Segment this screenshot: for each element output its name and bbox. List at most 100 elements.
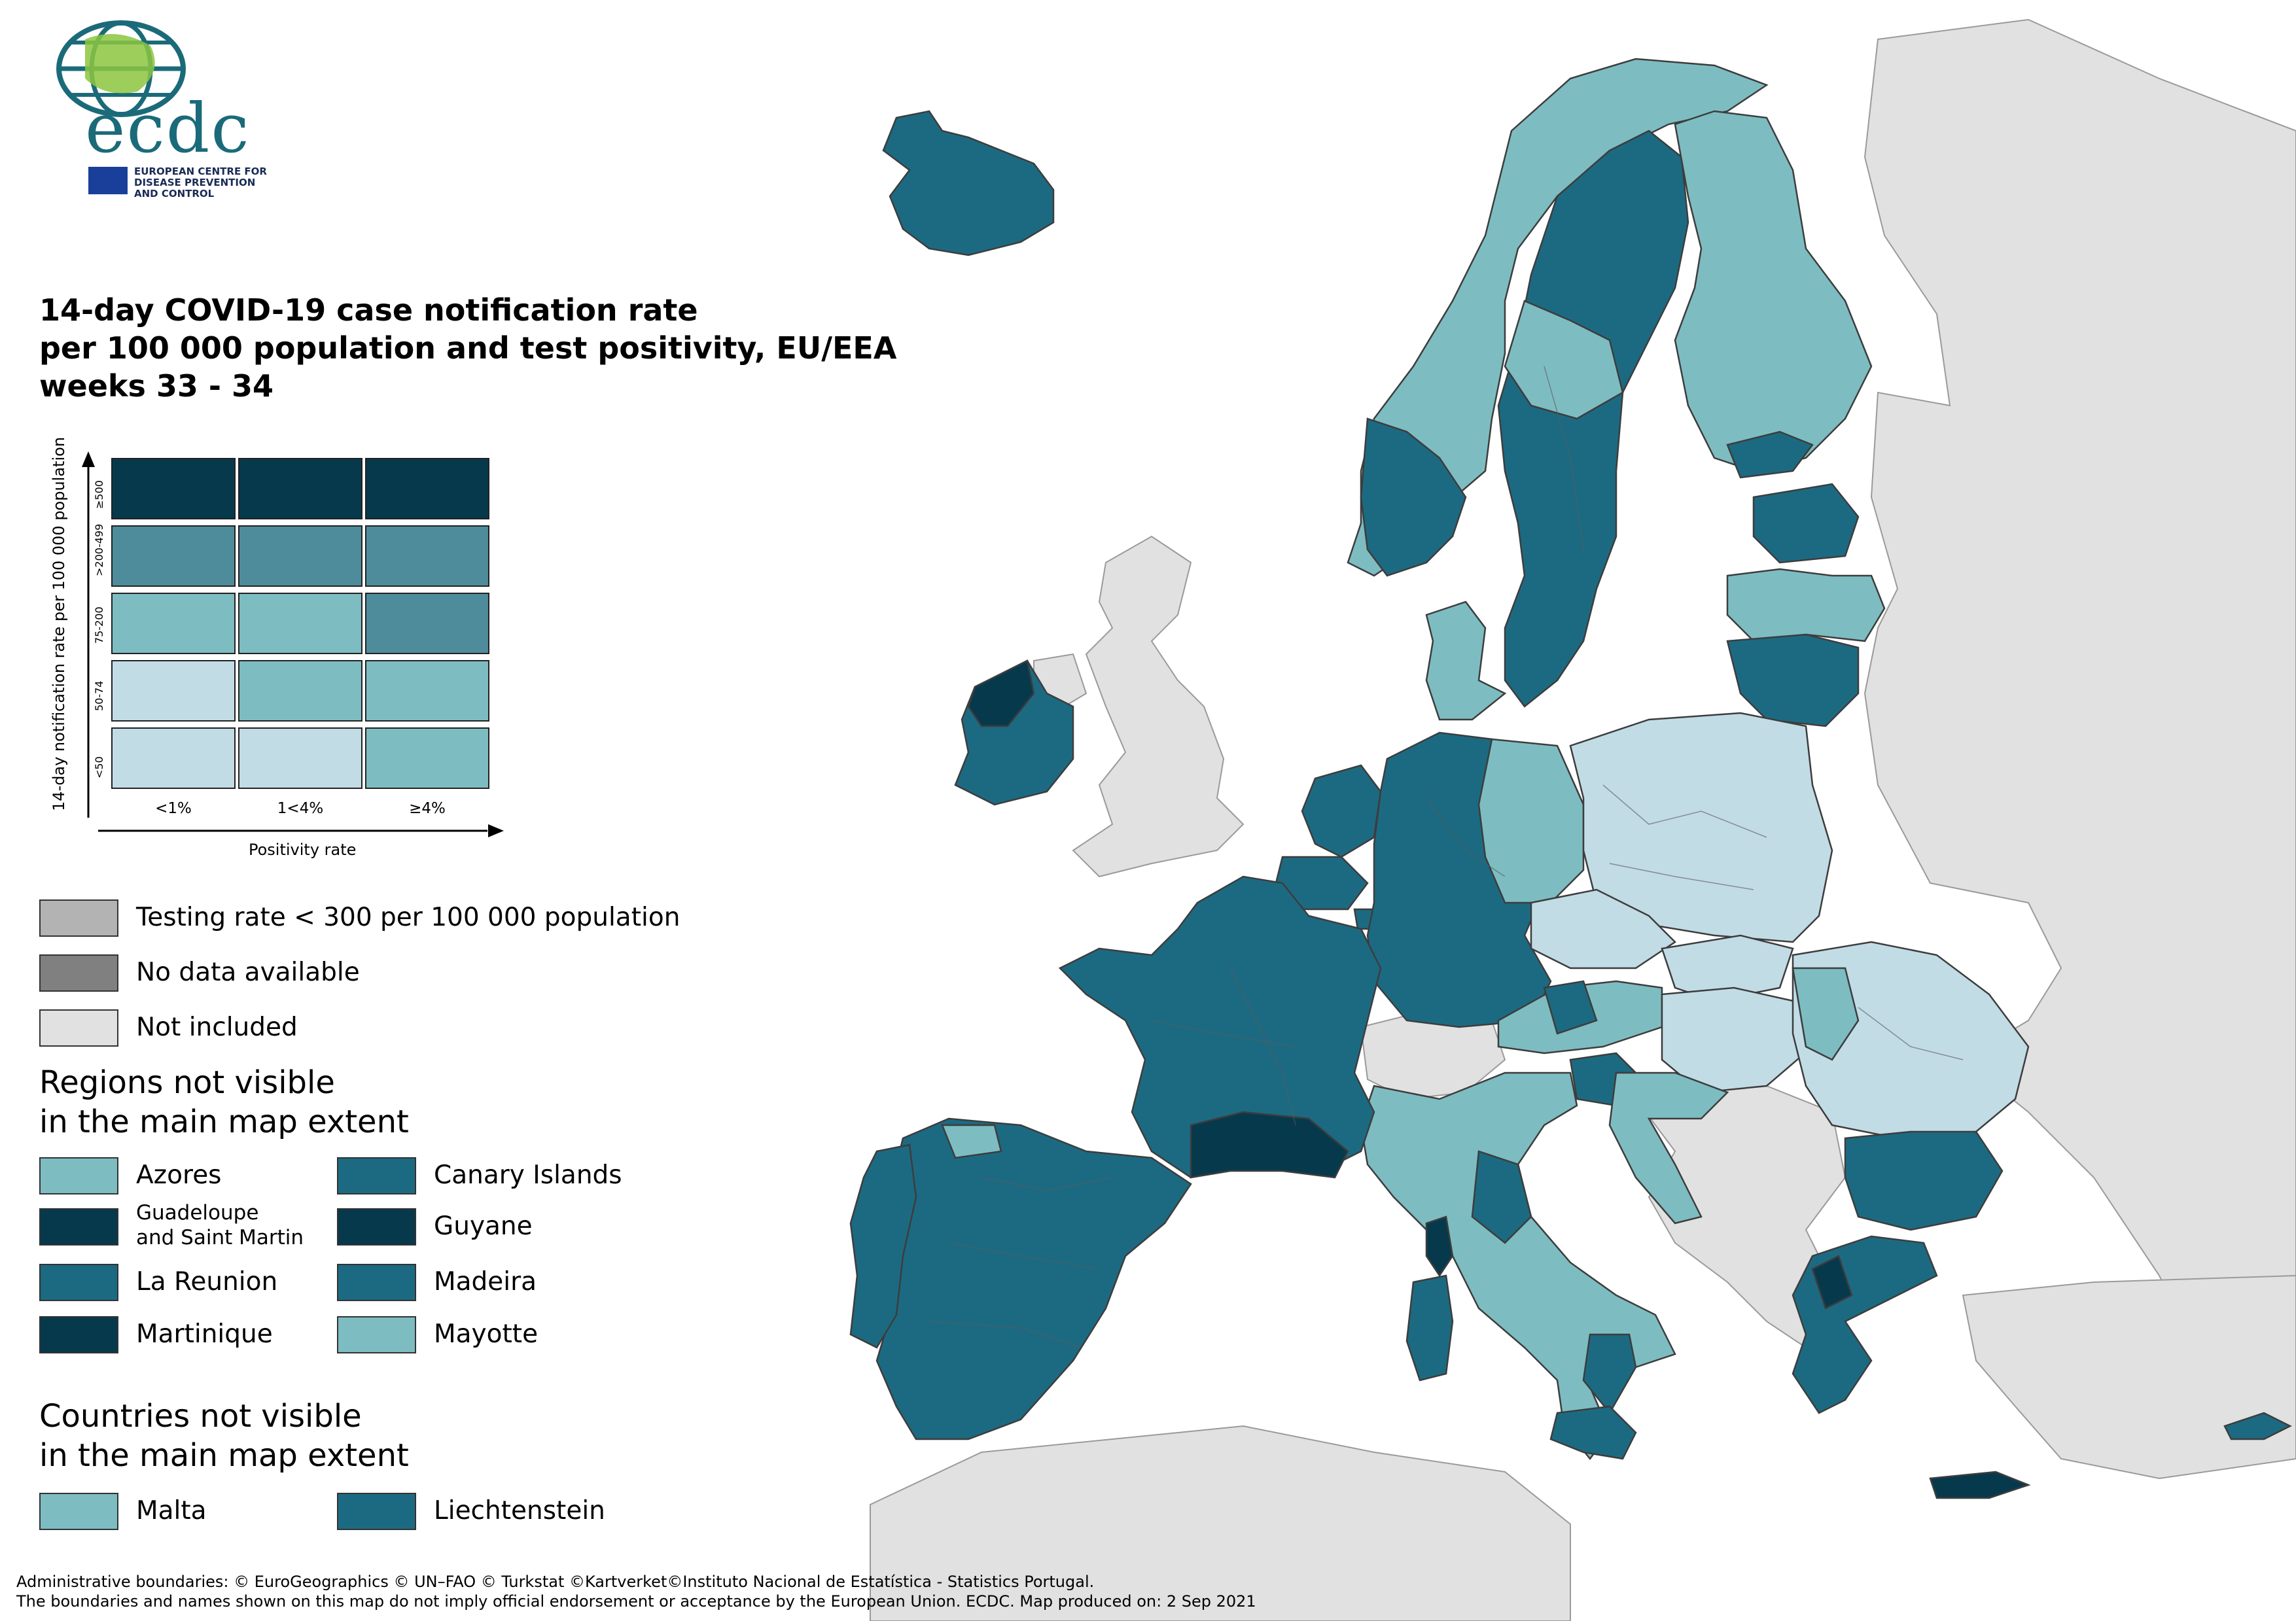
france-south: [1190, 1111, 1349, 1179]
matrix-row-label: >200-499: [93, 523, 105, 576]
sicily: [1549, 1405, 1637, 1460]
greece-north: [1811, 1255, 1853, 1310]
regions-heading: Regions not visible in the main map exte…: [39, 1064, 409, 1140]
eu-flag-icon: [88, 167, 128, 194]
admin-boundaries: [928, 366, 1964, 1348]
country-legend-item-label: Liechtenstein: [434, 1496, 605, 1525]
region-legend-item-swatch: [337, 1208, 416, 1246]
ecdc-wordmark: ecdc: [85, 88, 251, 168]
italy-central: [1471, 1150, 1532, 1244]
ireland-west: [967, 659, 1035, 727]
matrix-cell: [238, 525, 362, 587]
spain-north: [941, 1124, 1002, 1159]
matrix-cell: [111, 593, 236, 654]
country-legend-item-label: Malta: [136, 1496, 207, 1525]
not-included-land: [870, 18, 2296, 1621]
countries-heading: Countries not visible in the main map ex…: [39, 1398, 409, 1474]
russia-belarus-ukraine-region: [1863, 18, 2296, 1440]
matrix-cell: [111, 458, 236, 519]
matrix-row-label: ≥500: [93, 480, 105, 509]
matrix-row-label: <50: [93, 756, 105, 778]
matrix-col-label: 1<4%: [277, 800, 324, 817]
matrix-cell: [365, 458, 489, 519]
region-legend-item-swatch: [337, 1316, 416, 1353]
norway-south: [1360, 417, 1467, 577]
croatia: [1608, 1072, 1729, 1225]
norway: [1347, 58, 1769, 577]
matrix-cell: [111, 525, 236, 587]
bulgaria: [1844, 1130, 2004, 1231]
greece: [1792, 1235, 1938, 1414]
crete: [1929, 1471, 2031, 1499]
lithuania: [1726, 633, 1860, 727]
hungary: [1661, 986, 1814, 1094]
matrix-cell: [365, 525, 489, 587]
legend-label-line: Guadeloupe: [136, 1201, 259, 1225]
turkey: [1962, 1274, 2296, 1480]
eu-eea-countries: [849, 58, 2292, 1499]
latvia: [1726, 568, 1886, 642]
x-axis-arrow: [98, 824, 504, 837]
spain: [875, 1117, 1192, 1440]
cyprus: [2223, 1412, 2292, 1440]
germany-east: [1477, 738, 1585, 904]
region-legend-item-label: La Reunion: [136, 1267, 278, 1297]
corsica: [1425, 1215, 1454, 1278]
matrix-cell: [238, 458, 362, 519]
y-axis-label: 14-day notification rate per 100 000 pop…: [50, 436, 68, 811]
region-legend-item-label: Guyane: [434, 1211, 533, 1241]
austria-west: [1543, 980, 1598, 1035]
slovakia: [1661, 934, 1794, 1002]
general-legend-item-swatch: [39, 899, 118, 937]
title-line-1: 14-day COVID-19 case notification rate: [39, 292, 698, 328]
region-legend-item-label: Azores: [136, 1160, 222, 1190]
y-axis-arrow: [82, 451, 95, 818]
finland: [1674, 110, 1873, 472]
sweden: [1497, 130, 1689, 708]
region-legend-item-swatch: [39, 1208, 118, 1246]
matrix-cell: [238, 593, 362, 654]
region-legend-item-label: Madeira: [434, 1267, 537, 1297]
matrix-col-label: <1%: [155, 800, 192, 817]
denmark: [1425, 601, 1507, 721]
netherlands: [1301, 764, 1382, 858]
matrix-cell: [111, 727, 236, 789]
matrix-cell: [365, 593, 489, 654]
matrix-cell: [365, 727, 489, 789]
region-legend-item-swatch: [39, 1157, 118, 1194]
finland-south: [1726, 430, 1814, 479]
romania-west: [1792, 967, 1860, 1061]
matrix-col-label: ≥4%: [409, 800, 446, 817]
bivariate-legend: 14-day notification rate per 100 000 pop…: [33, 437, 504, 863]
great-britain: [1072, 535, 1245, 878]
sweden-north: [1504, 300, 1624, 420]
country-legend-item-swatch: [39, 1493, 118, 1530]
matrix-grid: ≥500 >200-499 75-200 50-74 <50 <1% 1<4% ≥4%: [93, 458, 491, 817]
general-legend-item-swatch: [39, 954, 118, 992]
italy-south: [1582, 1333, 1637, 1415]
footer-line-2: The boundaries and names shown on this m…: [16, 1592, 1256, 1611]
general-legend-item-label: No data available: [136, 958, 360, 987]
region-legend-item-swatch: [39, 1316, 118, 1353]
estonia: [1752, 483, 1860, 564]
region-legend-item-swatch: [337, 1264, 416, 1301]
matrix-row-label: 50-74: [93, 680, 105, 712]
region-legend-item-label: Canary Islands: [434, 1160, 622, 1190]
matrix-cell: [238, 727, 362, 789]
matrix-cell: [238, 660, 362, 722]
portugal: [849, 1143, 917, 1349]
footer-line-1: Administrative boundaries: © EuroGeograp…: [16, 1573, 1095, 1591]
globe-icon: [56, 20, 186, 117]
matrix-cell: [365, 660, 489, 722]
sardinia: [1405, 1274, 1454, 1382]
title-line-2: per 100 000 population and test positivi…: [39, 330, 897, 366]
general-legend-item-label: Not included: [136, 1013, 298, 1042]
poland: [1569, 712, 1833, 943]
x-axis-label: Positivity rate: [249, 841, 357, 859]
region-legend-item-swatch: [337, 1157, 416, 1194]
region-legend-item-label: Mayotte: [434, 1319, 539, 1349]
map-title: 14-day COVID-19 case notification rate p…: [39, 291, 896, 405]
title-line-3: weeks 33 - 34: [39, 368, 274, 404]
region-legend-item-label: Martinique: [136, 1319, 273, 1349]
